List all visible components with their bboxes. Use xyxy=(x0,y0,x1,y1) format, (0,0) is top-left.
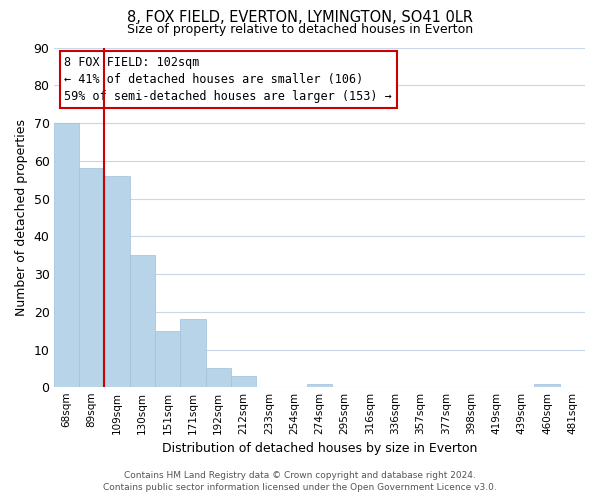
Bar xyxy=(155,330,180,388)
Bar xyxy=(180,320,206,388)
Bar xyxy=(307,384,332,388)
Y-axis label: Number of detached properties: Number of detached properties xyxy=(15,119,28,316)
Bar xyxy=(130,255,155,388)
Bar xyxy=(54,123,79,388)
Bar xyxy=(535,384,560,388)
Text: Contains HM Land Registry data © Crown copyright and database right 2024.
Contai: Contains HM Land Registry data © Crown c… xyxy=(103,471,497,492)
Text: Size of property relative to detached houses in Everton: Size of property relative to detached ho… xyxy=(127,22,473,36)
Bar xyxy=(206,368,231,388)
Bar xyxy=(104,176,130,388)
Text: 8 FOX FIELD: 102sqm
← 41% of detached houses are smaller (106)
59% of semi-detac: 8 FOX FIELD: 102sqm ← 41% of detached ho… xyxy=(64,56,392,103)
Text: 8, FOX FIELD, EVERTON, LYMINGTON, SO41 0LR: 8, FOX FIELD, EVERTON, LYMINGTON, SO41 0… xyxy=(127,10,473,25)
Bar xyxy=(231,376,256,388)
Bar xyxy=(79,168,104,388)
X-axis label: Distribution of detached houses by size in Everton: Distribution of detached houses by size … xyxy=(161,442,477,455)
